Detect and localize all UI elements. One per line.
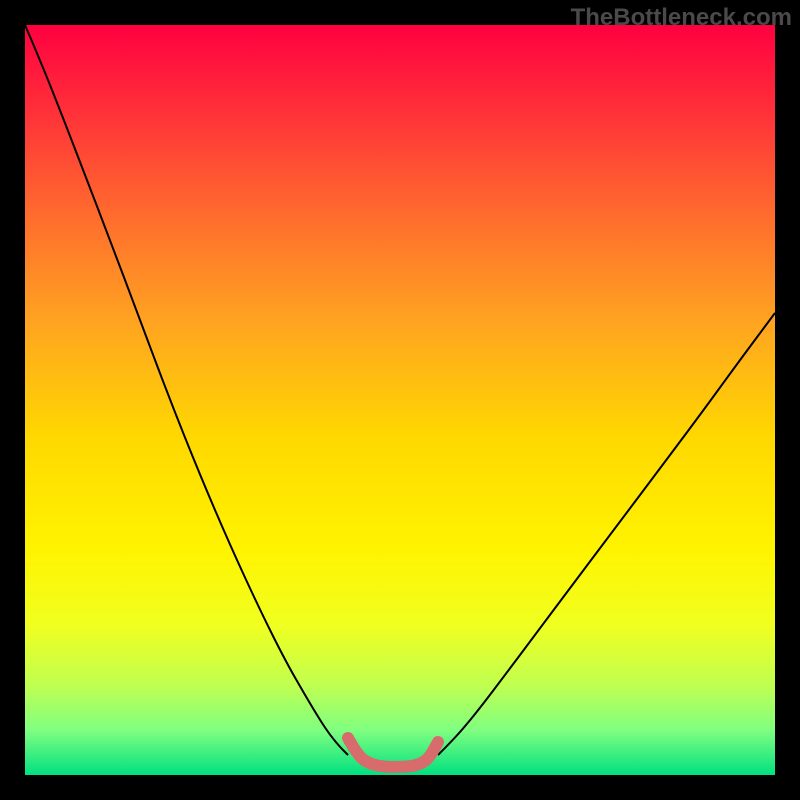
bottleneck-marker <box>348 738 438 767</box>
watermark-text: TheBottleneck.com <box>571 4 792 32</box>
left-curve <box>25 25 348 755</box>
right-curve <box>438 313 775 755</box>
plot-area <box>25 25 775 775</box>
curves-svg <box>25 25 775 775</box>
